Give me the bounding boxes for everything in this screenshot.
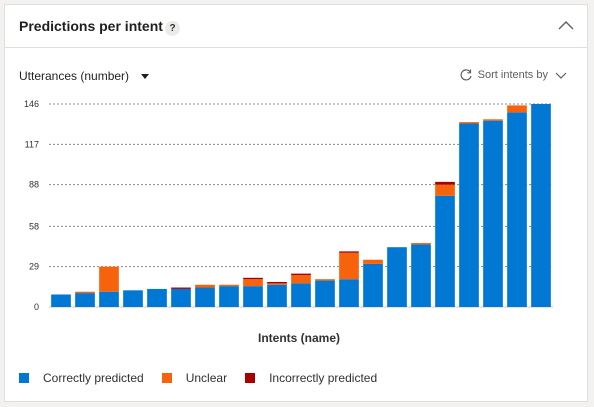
caret-down-icon [141,73,150,79]
bar-segment-unclear[interactable] [195,284,215,288]
bar-segment-incorrect[interactable] [267,281,287,284]
y-tick-label: 29 [29,262,39,272]
y-tick-label: 117 [25,139,39,149]
refresh-icon [460,69,472,81]
bar-segment-unclear[interactable] [243,279,263,287]
bar-segment-unclear[interactable] [459,122,479,124]
chart-bars [51,104,551,308]
card-header: Predictions per intent ? [5,5,587,48]
bar-segment-correct[interactable] [75,293,95,307]
bar-segment-unclear[interactable] [435,184,455,196]
legend-item-correct[interactable]: Correctly predicted [19,371,144,385]
bar-segment-correct[interactable] [291,283,311,307]
bar-segment-correct[interactable] [507,112,527,307]
bar-segment-unclear[interactable] [411,243,431,245]
bar-segment-correct[interactable] [483,120,503,308]
bar-segment-unclear[interactable] [339,252,359,280]
bar-segment-unclear[interactable] [363,259,383,264]
legend-swatch-unclear [161,373,172,383]
legend-label-correct: Correctly predicted [43,371,144,385]
bar-segment-incorrect[interactable] [339,251,359,253]
bar-segment-incorrect[interactable] [243,277,263,280]
bar-segment-correct[interactable] [339,279,359,307]
bar-segment-unclear[interactable] [315,279,335,281]
sort-intents-button[interactable]: Sort intents by [459,68,567,82]
chart-legend: Correctly predicted Unclear Incorrectly … [19,371,395,385]
bar-segment-correct[interactable] [363,263,383,307]
bar-segment-correct[interactable] [531,104,551,307]
bar-segment-correct[interactable] [99,291,119,307]
y-tick-label: 0 [34,302,39,312]
bar-segment-unclear[interactable] [483,119,503,121]
bar-segment-unclear[interactable] [507,105,527,113]
bar-segment-unclear[interactable] [291,275,311,284]
bar-segment-correct[interactable] [51,294,71,307]
y-axis-ticks: 0 29 58 88 117 146 [24,99,39,312]
legend-item-unclear[interactable]: Unclear [161,371,228,385]
help-icon[interactable]: ? [165,21,180,36]
bar-segment-unclear[interactable] [219,284,239,287]
chevron-down-icon [555,72,567,79]
card-title: Predictions per intent [19,18,163,34]
bar-segment-correct[interactable] [315,280,335,307]
bar-segment-correct[interactable] [123,290,143,307]
measure-dropdown[interactable]: Utterances (number) [19,69,150,83]
bar-segment-correct[interactable] [459,123,479,307]
legend-label-incorrect: Incorrectly predicted [269,371,378,385]
legend-label-unclear: Unclear [185,371,228,385]
legend-item-incorrect[interactable]: Incorrectly predicted [245,371,377,385]
bar-segment-correct[interactable] [387,247,407,307]
bar-segment-correct[interactable] [147,288,167,307]
bar-segment-correct[interactable] [435,195,455,307]
predictions-card: Predictions per intent ? Utterances (num… [4,4,588,402]
collapse-button[interactable] [555,15,577,37]
bar-segment-correct[interactable] [411,244,431,307]
bar-segment-correct[interactable] [195,287,215,307]
bar-segment-correct[interactable] [171,288,191,307]
x-axis-label: Intents (name) [258,331,340,345]
legend-swatch-incorrect [245,373,256,383]
bar-segment-incorrect[interactable] [435,181,455,185]
chevron-up-icon [558,21,574,30]
bar-segment-correct[interactable] [267,284,287,307]
predictions-chart: 0 29 58 88 117 146 Intents (name) [24,99,553,345]
measure-dropdown-label: Utterances (number) [19,69,130,83]
y-tick-label: 146 [24,99,39,109]
bar-segment-unclear[interactable] [267,283,287,285]
bar-segment-correct[interactable] [243,286,263,307]
y-tick-label: 58 [29,221,39,231]
bar-segment-incorrect[interactable] [171,287,191,289]
legend-swatch-correct [19,373,29,383]
bar-segment-unclear[interactable] [75,291,95,294]
sort-intents-label: Sort intents by [477,69,548,81]
bar-segment-correct[interactable] [219,286,239,307]
bar-segment-unclear[interactable] [99,266,119,292]
bar-segment-incorrect[interactable] [291,273,311,276]
y-tick-label: 88 [29,180,39,190]
